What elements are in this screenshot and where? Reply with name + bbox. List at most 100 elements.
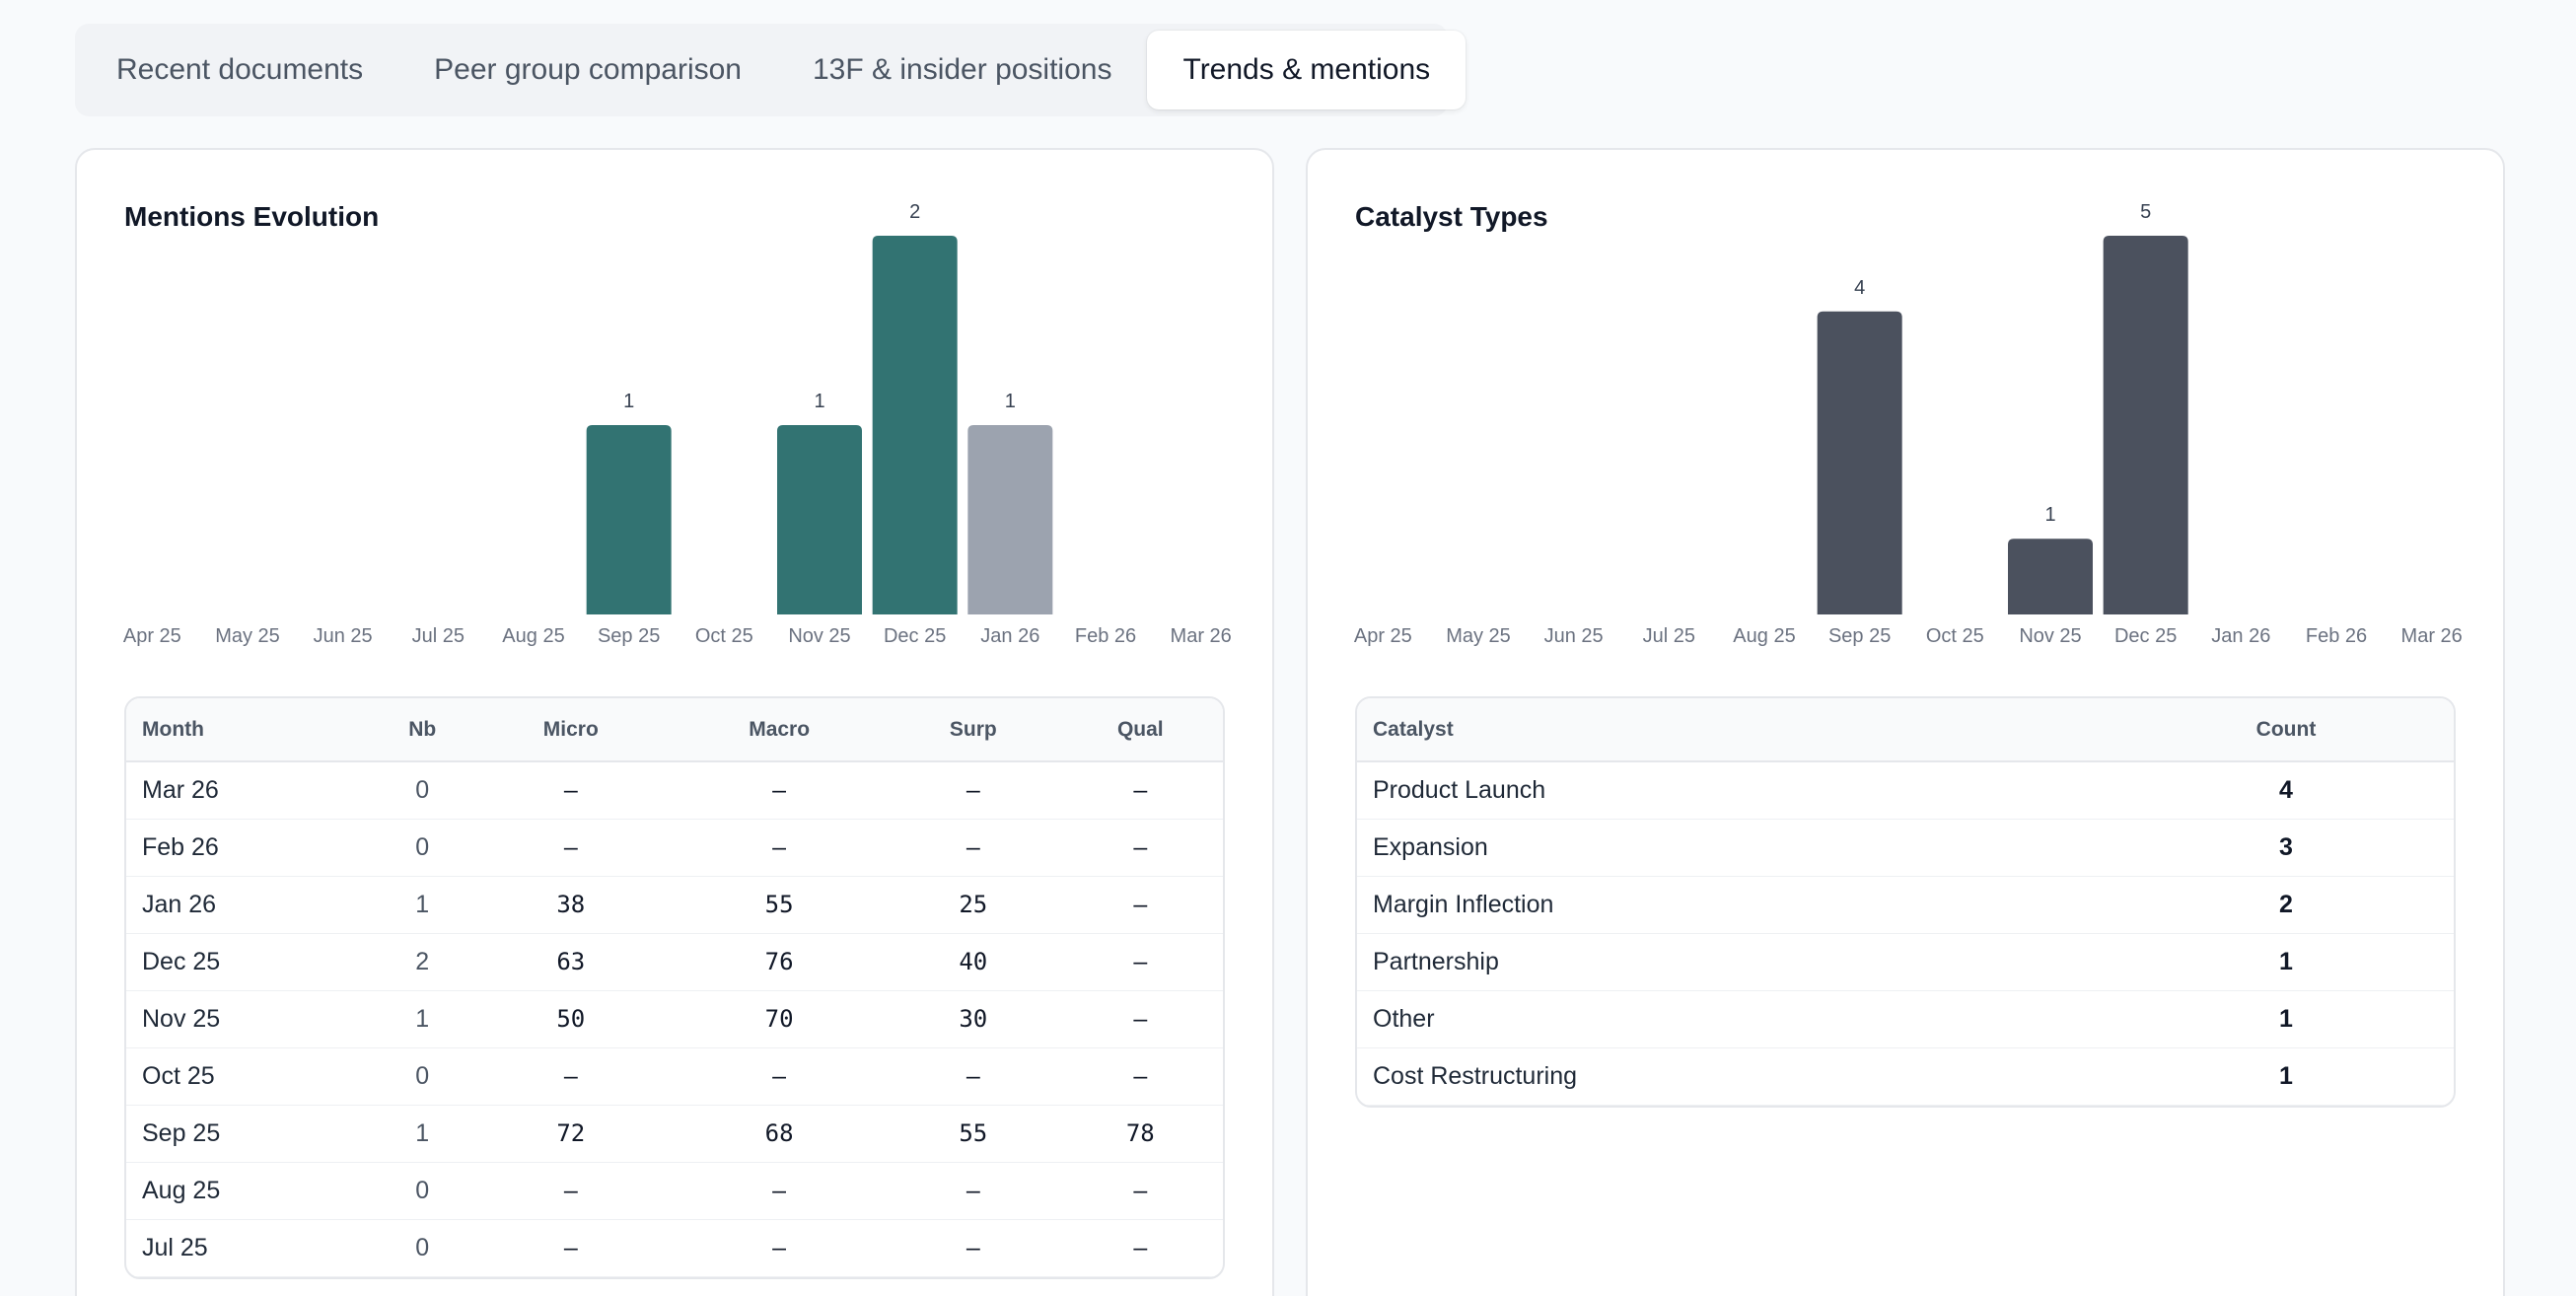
qual-cell: –: [1057, 1219, 1223, 1277]
catalysts-bar[interactable]: [2103, 236, 2188, 614]
tab-13f-insider-positions[interactable]: 13F & insider positions: [812, 53, 1112, 86]
tab-trends-mentions[interactable]: Trends & mentions: [1147, 31, 1467, 109]
macro-cell: –: [670, 819, 890, 877]
qual-cell: –: [1057, 933, 1223, 991]
column-header-catalyst[interactable]: Catalyst: [1357, 698, 2118, 762]
column-header-qual[interactable]: Qual: [1057, 698, 1223, 762]
table-header-row: Month Nb Micro Macro Surp Qual: [126, 698, 1223, 762]
column-header-macro[interactable]: Macro: [670, 698, 890, 762]
table-row[interactable]: Partnership 1: [1357, 933, 2454, 991]
catalysts-tick-label: Sep 25: [1828, 625, 1891, 647]
mentions-tick-label: May 25: [215, 625, 280, 647]
table-row[interactable]: Cost Restructuring 1: [1357, 1047, 2454, 1106]
nb-cell: 1: [373, 990, 472, 1048]
micro-cell: –: [471, 819, 671, 877]
catalysts-tick-label: Dec 25: [2114, 625, 2177, 647]
month-cell: Nov 25: [126, 990, 373, 1048]
macro-cell: 70: [670, 990, 890, 1048]
month-cell: Oct 25: [126, 1047, 373, 1106]
catalysts-tick-label: Jan 26: [2211, 625, 2270, 647]
table-row[interactable]: Dec 25 2 63 76 40–: [126, 933, 1223, 991]
catalysts-tick-label: Oct 25: [1926, 625, 1984, 647]
month-cell: Mar 26: [126, 761, 373, 820]
surp-cell: 55: [889, 1105, 1058, 1163]
catalysts-tick-label: Apr 25: [1354, 625, 1412, 647]
catalysts-table: Catalyst Count Product Launch 4 Expansion 3…: [1355, 696, 2456, 1108]
table-row[interactable]: Product Launch 4: [1357, 761, 2454, 820]
micro-cell: 50: [471, 990, 671, 1048]
mentions-bar[interactable]: [777, 425, 862, 614]
mentions-tick-label: Jan 26: [980, 625, 1039, 647]
catalysts-tick-label: Nov 25: [2019, 625, 2081, 647]
qual-cell: –: [1057, 819, 1223, 877]
mentions-title: Mentions Evolution: [124, 201, 380, 232]
table-row[interactable]: Jan 26 1 38 55 25–: [126, 876, 1223, 934]
micro-cell: –: [471, 1219, 671, 1277]
mentions-tick-label: Dec 25: [884, 625, 946, 647]
surp-cell: –: [889, 1162, 1058, 1220]
surp-cell: –: [889, 761, 1058, 820]
catalysts-tick-label: Jul 25: [1643, 625, 1695, 647]
qual-cell: –: [1057, 1162, 1223, 1220]
macro-cell: –: [670, 1047, 890, 1106]
column-header-surp[interactable]: Surp: [889, 698, 1058, 762]
tab-peer-group-comparison[interactable]: Peer group comparison: [434, 53, 742, 86]
table-row[interactable]: Mar 26 0– – – –: [126, 761, 1223, 820]
count-cell: 1: [2118, 933, 2454, 991]
qual-cell: –: [1057, 990, 1223, 1048]
mentions-tick-label: Sep 25: [598, 625, 660, 647]
nb-cell: 0: [373, 761, 472, 820]
table-row[interactable]: Nov 25 1 50 70 30–: [126, 990, 1223, 1048]
catalysts-card: Catalyst Types Apr 25 May 25 Jun 25 Jul 25 A…: [1306, 148, 2505, 1296]
micro-cell: –: [471, 1047, 671, 1106]
column-header-count[interactable]: Count: [2118, 698, 2454, 762]
catalysts-tick-label: May 25: [1446, 625, 1511, 647]
mentions-bar[interactable]: [872, 236, 958, 614]
month-cell: Dec 25: [126, 933, 373, 991]
nb-cell: 0: [373, 1047, 472, 1106]
macro-cell: –: [670, 1162, 890, 1220]
table-header-row: Catalyst Count: [1357, 698, 2454, 762]
nb-cell: 1: [373, 876, 472, 934]
catalysts-bar[interactable]: [1817, 311, 1902, 614]
mentions-data-label: 1: [1005, 391, 1016, 412]
catalyst-cell: Product Launch: [1357, 761, 2118, 820]
table-row[interactable]: Oct 25 0– – – –: [126, 1047, 1223, 1106]
mentions-tick-label: Aug 25: [502, 625, 564, 647]
mentions-tick-label: Mar 26: [1171, 625, 1232, 647]
surp-cell: –: [889, 1219, 1058, 1277]
nb-cell: 1: [373, 1105, 472, 1163]
micro-cell: 72: [471, 1105, 671, 1163]
catalysts-bar[interactable]: [2008, 539, 2093, 614]
mentions-table: Month Nb Micro Macro Surp Qual Mar 26 0– –…: [124, 696, 1225, 1279]
nb-cell: 0: [373, 1162, 472, 1220]
mentions-tick-label: Jun 25: [314, 625, 373, 647]
mentions-tick-label: Oct 25: [695, 625, 753, 647]
catalysts-tick-label: Mar 26: [2401, 625, 2463, 647]
mentions-bar[interactable]: [967, 425, 1053, 614]
count-cell: 1: [2118, 990, 2454, 1048]
count-cell: 1: [2118, 1047, 2454, 1106]
column-header-micro[interactable]: Micro: [471, 698, 671, 762]
micro-cell: –: [471, 1162, 671, 1220]
month-cell: Jul 25: [126, 1219, 373, 1277]
column-header-month[interactable]: Month: [126, 698, 373, 762]
tab-recent-documents[interactable]: Recent documents: [116, 53, 364, 86]
table-row[interactable]: Margin Inflection 2: [1357, 876, 2454, 934]
surp-cell: 25: [889, 876, 1058, 934]
table-row[interactable]: Feb 26 0– – – –: [126, 819, 1223, 877]
table-row[interactable]: Aug 25 0– – – –: [126, 1162, 1223, 1220]
surp-cell: 30: [889, 990, 1058, 1048]
nb-cell: 0: [373, 1219, 472, 1277]
table-row[interactable]: Expansion 3: [1357, 819, 2454, 877]
table-row[interactable]: Sep 25 1 72 68 55 78: [126, 1105, 1223, 1163]
mentions-tick-label: Apr 25: [123, 625, 181, 647]
table-row[interactable]: Jul 25 0– – – –: [126, 1219, 1223, 1277]
surp-cell: 40: [889, 933, 1058, 991]
mentions-bar[interactable]: [586, 425, 672, 614]
surp-cell: –: [889, 819, 1058, 877]
mentions-tick-label: Nov 25: [788, 625, 850, 647]
table-row[interactable]: Other 1: [1357, 990, 2454, 1048]
column-header-nb[interactable]: Nb: [373, 698, 472, 762]
micro-cell: –: [471, 761, 671, 820]
